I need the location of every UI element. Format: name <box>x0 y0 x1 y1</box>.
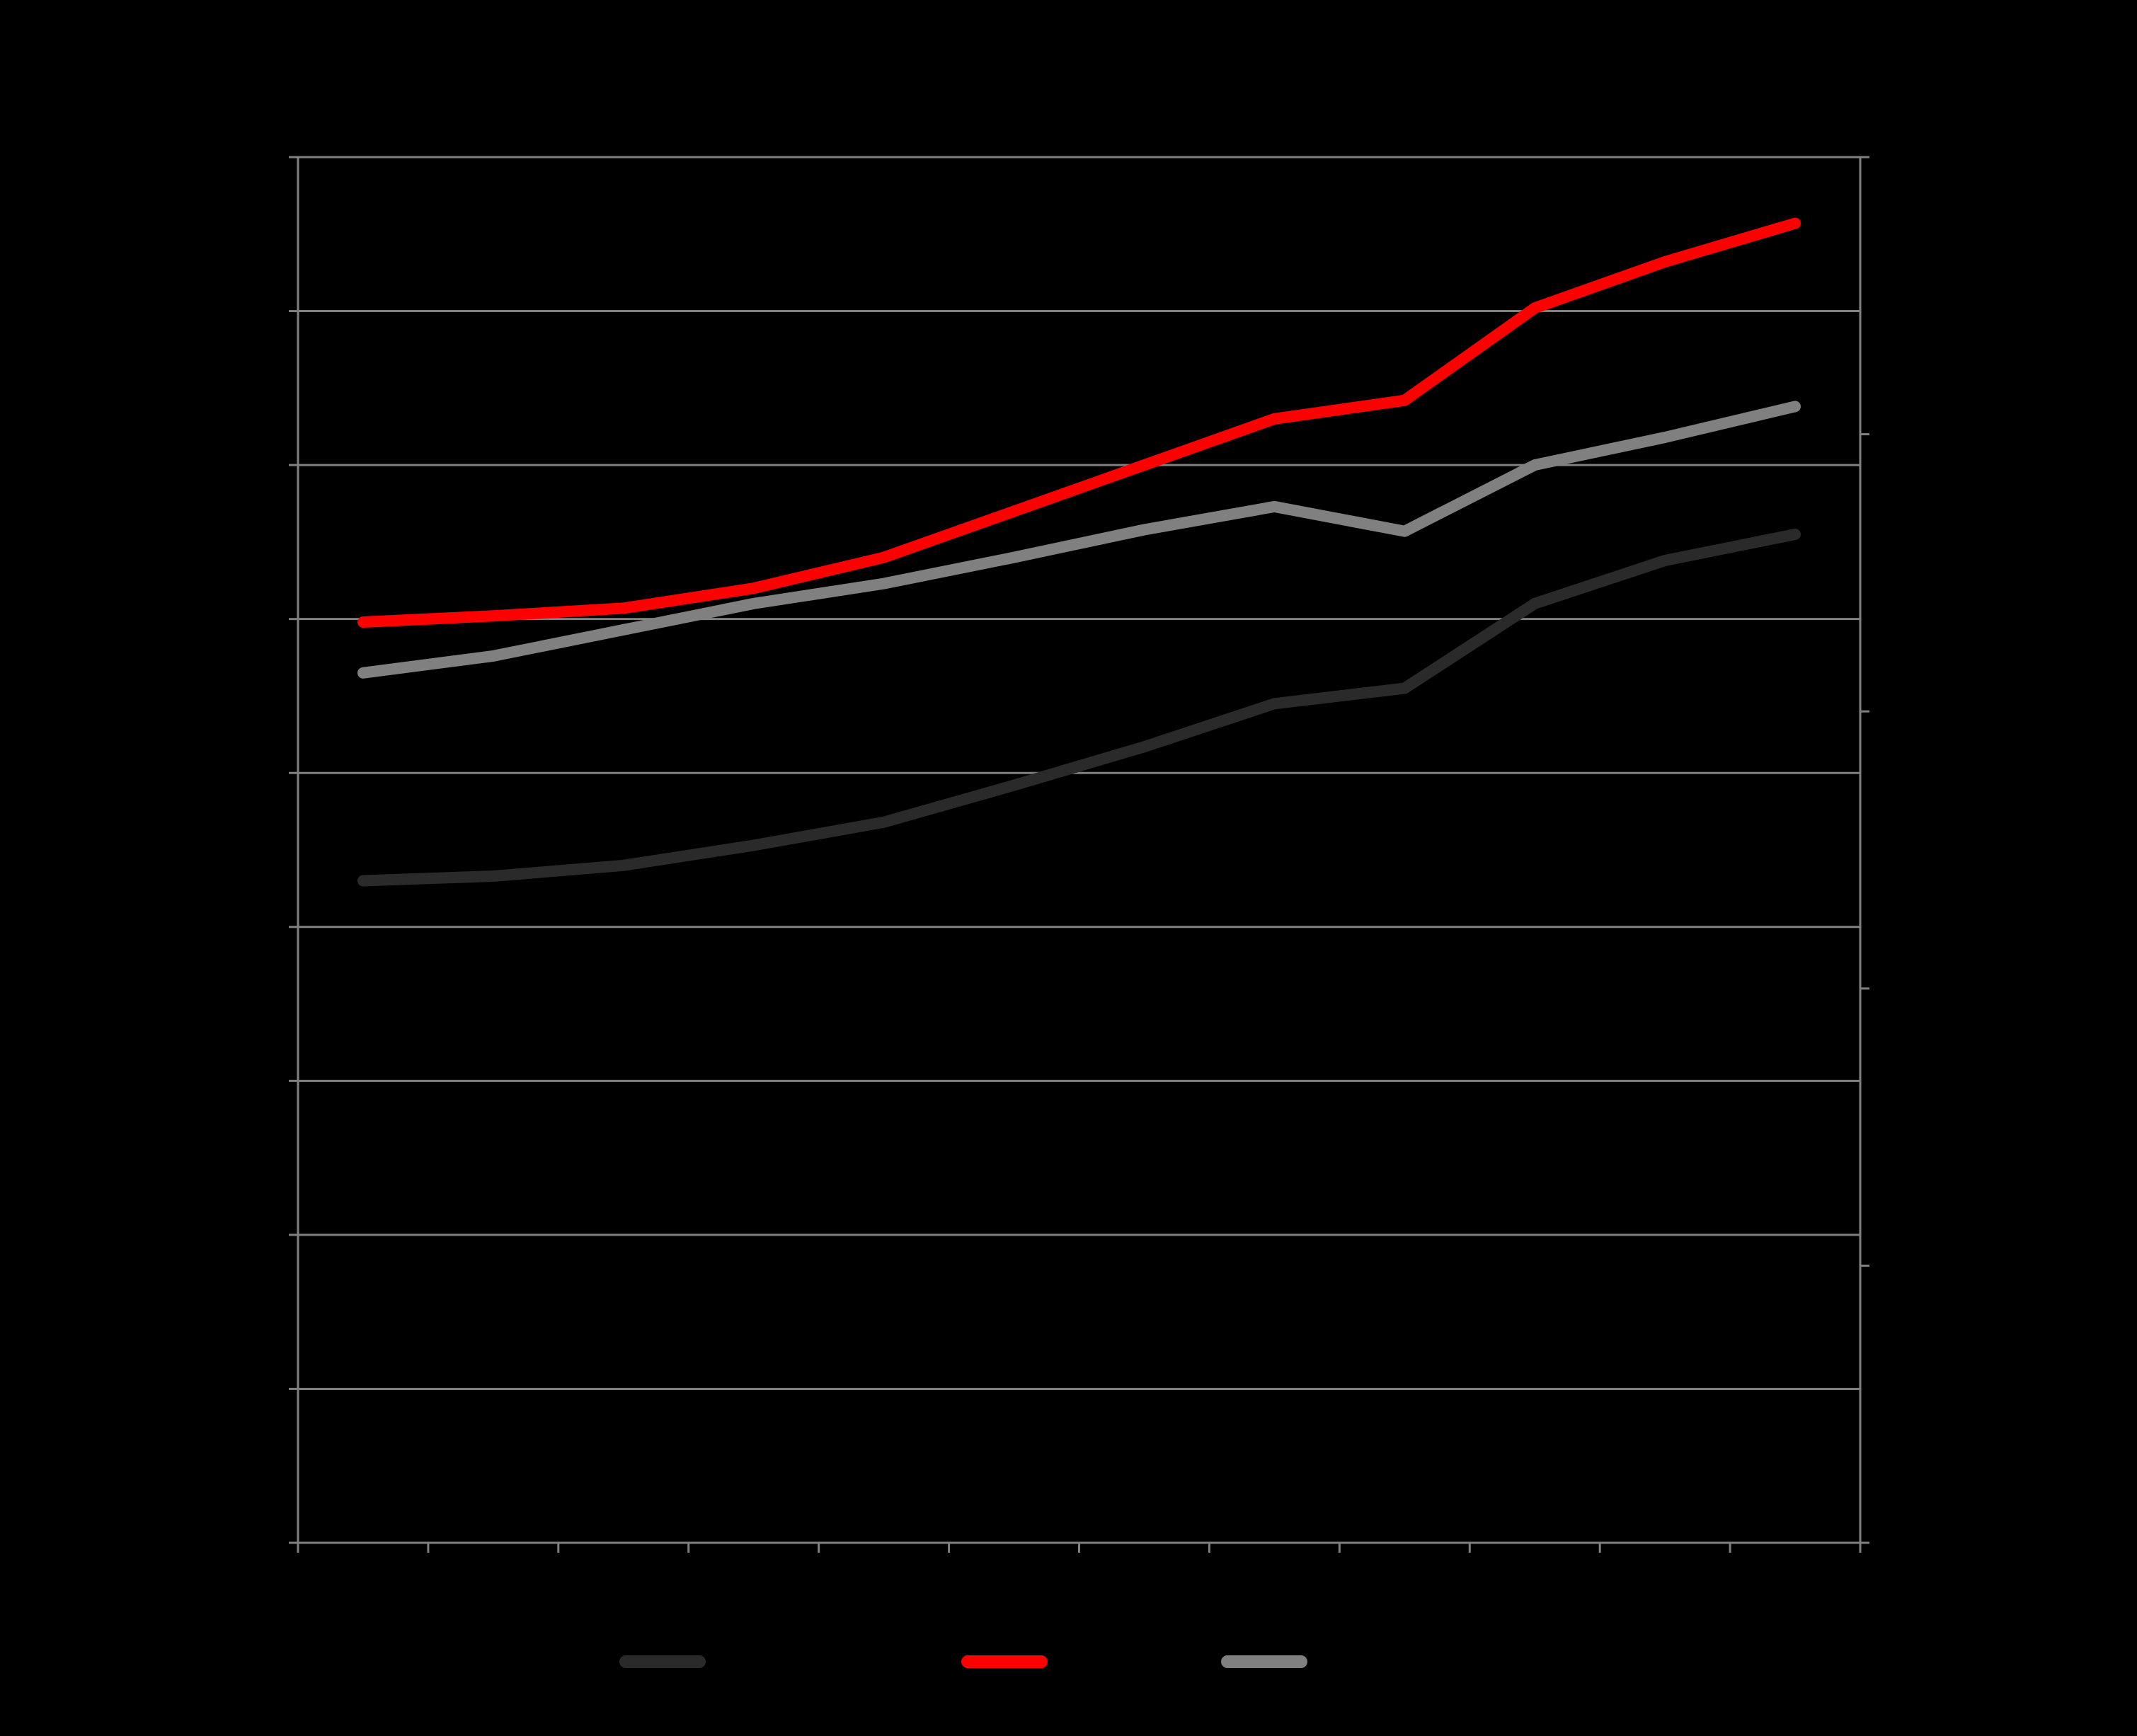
gridlines <box>298 156 1860 1544</box>
series-line-2 <box>357 217 1801 628</box>
series-line-1 <box>357 529 1801 887</box>
series-lines <box>357 217 1801 887</box>
series-line-3 <box>357 401 1801 679</box>
axes <box>289 156 1869 1553</box>
